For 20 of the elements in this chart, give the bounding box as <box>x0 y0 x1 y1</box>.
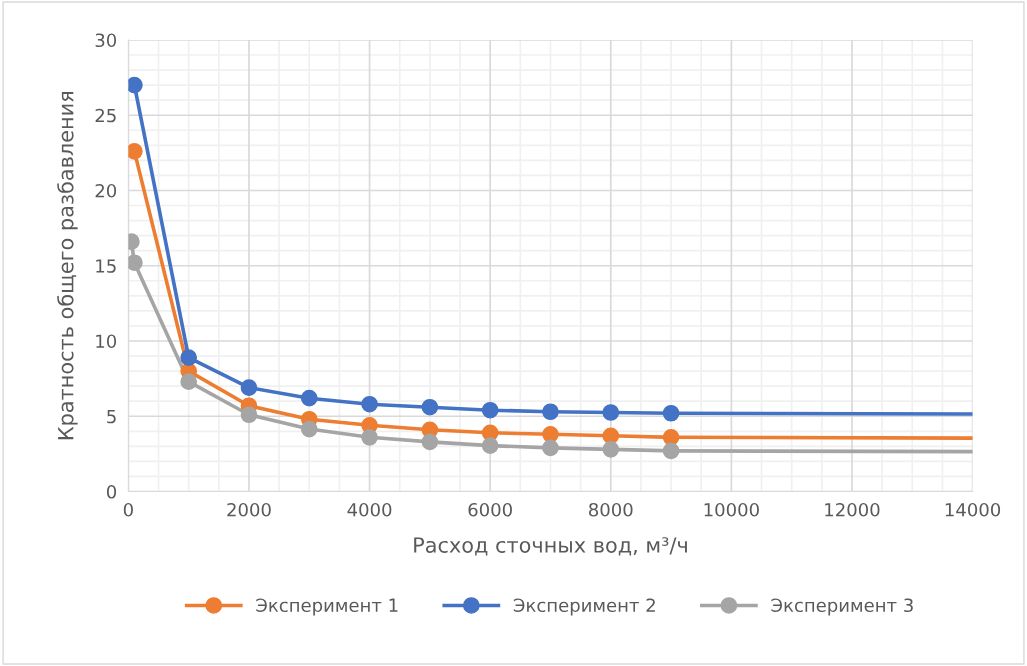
y-tick-label: 5 <box>107 409 116 424</box>
y-axis-title: Кратность общего разбавления <box>57 92 78 440</box>
legend-label: Эксперимент 2 <box>513 598 655 616</box>
x-tick-label: 0 <box>123 502 133 517</box>
legend-label: Эксперимент 1 <box>256 598 398 616</box>
x-tick-label: 12000 <box>825 502 880 517</box>
x-axis-title: Расход сточных вод, м³/ч <box>414 537 687 556</box>
y-tick-label: 20 <box>95 183 117 198</box>
y-tick-label: 0 <box>106 484 117 499</box>
x-tick-label: 8000 <box>589 502 633 517</box>
x-tick-label: 14000 <box>945 502 1001 517</box>
x-tick-label: 10000 <box>704 502 759 517</box>
y-tick-label: 10 <box>96 334 117 349</box>
x-tick-label: 4000 <box>347 502 392 517</box>
y-tick-label: 15 <box>96 259 116 273</box>
x-tick-label: 2000 <box>227 502 271 517</box>
y-tick-label: 30 <box>95 33 117 48</box>
x-tick-label: 6000 <box>468 502 512 517</box>
legend-label: Эксперимент 3 <box>771 598 913 616</box>
y-tick-label: 25 <box>95 108 116 123</box>
